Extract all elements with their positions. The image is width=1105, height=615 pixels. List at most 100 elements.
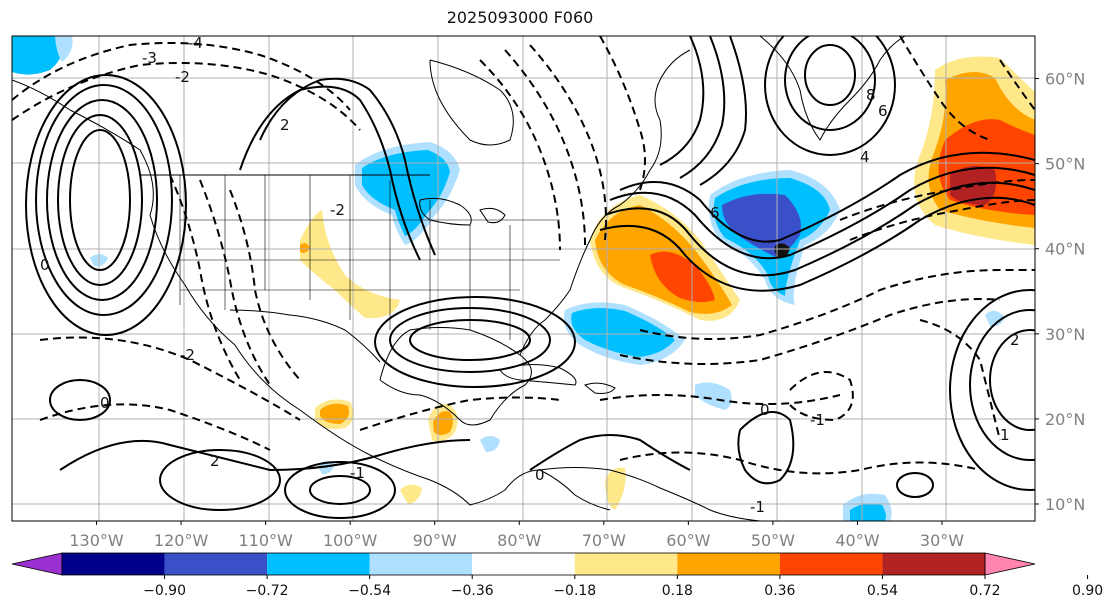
contour-label: -1 <box>810 411 825 429</box>
us-east-coast-red <box>650 251 715 303</box>
southwest-warm-anomaly <box>300 210 400 319</box>
pacific-south-high-2 <box>284 461 396 519</box>
solid-contours <box>25 36 1035 519</box>
contour-label: 8 <box>866 86 876 104</box>
colorbar-segment <box>574 553 678 575</box>
colorbar: −0.90 −0.72 −0.54 −0.36 −0.18 0.18 0.36 0.54 0.7… <box>11 552 1103 599</box>
contour-label: 4 <box>860 148 870 166</box>
central-america-high-contour-3 <box>374 296 576 388</box>
caribbean-warm-patch <box>605 467 626 510</box>
lon-tick-label: 70°W <box>582 531 626 550</box>
colorbar-segment <box>677 553 780 575</box>
lat-tick-label: 10°N <box>1045 495 1085 514</box>
colorbar-extend-high <box>984 552 1036 576</box>
northwest-low-1 <box>12 42 351 111</box>
pacific-high-contour-2 <box>57 114 143 286</box>
colorbar-segment <box>472 553 575 575</box>
east-canada-trough-2 <box>504 49 586 246</box>
lon-tick-label: 90°W <box>413 531 457 550</box>
jet-ridge-contour-4 <box>599 196 1035 292</box>
central-atlantic-trough-1 <box>639 269 1035 340</box>
colorbar-extend-low <box>11 552 63 576</box>
subtropical-dashed-2 <box>39 403 271 451</box>
lon-tick-label: 110°W <box>238 531 293 550</box>
colorbar-tick-label: 0.18 <box>662 583 693 599</box>
north-atlantic-trough-1 <box>899 36 991 141</box>
lon-tick-label: 40°W <box>835 531 879 550</box>
contour-label: -1 <box>750 498 765 516</box>
contour-label: -2 <box>175 68 190 86</box>
contour-label: 6 <box>878 102 888 120</box>
colorbar-tick-label: 0.90 <box>1072 583 1103 599</box>
lat-tick-label: 60°N <box>1045 70 1085 89</box>
contour-label: 2 <box>210 452 220 470</box>
mid-atlantic-trough-3 <box>699 36 747 186</box>
contour-labels: -4 -3 -2 -2 -2 -1 -1 1 2 2 2 4 6 6 8 0 0… <box>40 36 1020 516</box>
east-canada-trough-3 <box>529 44 607 241</box>
north-central-atlantic-high-2 <box>784 36 876 131</box>
lat-tick-label: 40°N <box>1045 240 1085 259</box>
northwest-blue-patch <box>12 36 64 75</box>
colorbar-segment <box>369 553 473 575</box>
lat-tick-label: 20°N <box>1045 410 1085 429</box>
tropical-dashed-2 <box>599 394 841 405</box>
great-lakes-blue <box>362 150 450 236</box>
florida-coast <box>519 49 691 356</box>
pacific-high-contour-3 <box>46 99 158 301</box>
south-pacific-wave <box>59 439 471 472</box>
gulf-blue <box>571 307 675 357</box>
west-coast-trough-1 <box>169 174 241 381</box>
east-canada-trough-1 <box>479 59 561 251</box>
small-high-west <box>49 379 111 421</box>
contour-label: 0 <box>100 394 110 412</box>
shading-layer <box>12 36 1035 521</box>
contour-label: -2 <box>180 346 195 364</box>
central-america-high-contour-2 <box>389 307 551 373</box>
north-atlantic-trough-2 <box>999 59 1035 111</box>
central-atlantic-core <box>774 243 790 258</box>
east-atlantic-high-3 <box>949 289 1035 491</box>
contour-label: 0 <box>760 401 770 419</box>
central-atlantic-trough-2 <box>619 298 1001 365</box>
contour-label: 1 <box>1000 426 1010 444</box>
lon-tick-label: 100°W <box>323 531 378 550</box>
colorbar-frame <box>61 552 986 576</box>
south-atlantic-blue <box>850 503 886 521</box>
colorbar-tick-label: 0.72 <box>969 583 1000 599</box>
east-dashed <box>919 319 1001 441</box>
lon-tick-label: 60°W <box>666 531 710 550</box>
colorbar-tick-label: −0.54 <box>348 583 391 599</box>
tropical-dashed-1 <box>619 451 981 475</box>
jet-ridge-contour-3 <box>604 181 1035 277</box>
south-america-coast <box>539 467 761 521</box>
colorbar-segment <box>267 553 370 575</box>
lon-tick-label: 80°W <box>497 531 541 550</box>
mid-atlantic-trough-1 <box>659 36 705 166</box>
southwest-orange <box>300 243 310 253</box>
colorbar-tick-label: 0.36 <box>764 583 795 599</box>
gulf-coast <box>379 327 532 426</box>
labrador-trough <box>599 36 646 191</box>
pacific-south-high-1 <box>309 475 371 505</box>
contour-label: -1 <box>350 464 365 482</box>
canada-ridge-1 <box>239 85 421 261</box>
west-coast-trough-3 <box>229 189 301 381</box>
colorbar-tick-label: −0.90 <box>143 583 186 599</box>
cuba <box>499 364 577 386</box>
lon-tick-label: 30°W <box>920 531 964 550</box>
atlantic-dashed-loop <box>789 371 854 422</box>
longitude-axis: 130°W 120°W 110°W 100°W 90°W 80°W 70°W 60°W 50°W… <box>69 521 964 550</box>
colorbar-tick-label: −0.36 <box>451 583 494 599</box>
caribbean-contour <box>529 434 691 471</box>
contour-label: 0 <box>40 256 50 274</box>
atlantic-lightblue-patch <box>695 382 732 410</box>
east-atlantic-lightblue-patch <box>985 310 1005 327</box>
colorbar-segment <box>164 553 268 575</box>
subtropical-dashed-1 <box>39 336 301 421</box>
contour-label: 2 <box>1010 331 1020 349</box>
latitude-axis: 10°N 20°N 30°N 40°N 50°N 60°N <box>1035 70 1085 514</box>
contour-label: 6 <box>710 204 720 222</box>
canada-ridge-2 <box>259 77 436 256</box>
contour-label: 0 <box>535 466 545 484</box>
contour-label: -2 <box>330 201 345 219</box>
